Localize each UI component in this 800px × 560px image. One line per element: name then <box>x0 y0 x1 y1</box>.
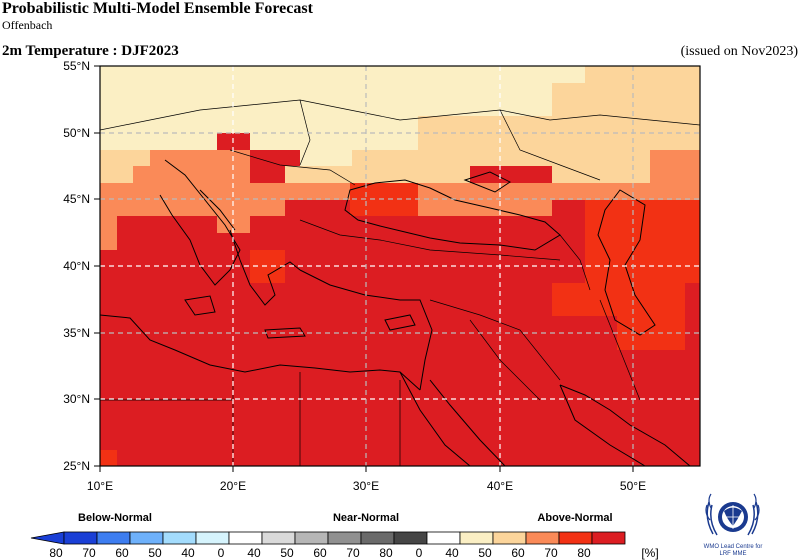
colorbar-swatch <box>459 531 494 545</box>
legend-near-normal: Near-Normal <box>333 512 399 524</box>
tick-marks <box>94 65 634 472</box>
colorbar-swatch <box>360 531 395 545</box>
lat-labels: 25°N 30°N 35°N 40°N 45°N 50°N 55°N <box>63 59 90 473</box>
colorbar-label: 80 <box>379 546 393 560</box>
logo-caption-1: WMO Lead Centre for <box>704 544 763 550</box>
colorbar-label: 40 <box>247 546 261 560</box>
lon-label: 20°E <box>220 479 246 493</box>
colorbar-label: 80 <box>577 546 591 560</box>
colorbar-label: 80 <box>49 546 63 560</box>
colorbar-swatch <box>261 531 296 545</box>
lon-label: 50°E <box>620 479 646 493</box>
colorbar-swatch <box>294 531 329 545</box>
cell-above-60-70 <box>100 150 350 250</box>
colorbar-swatch <box>591 531 626 545</box>
colorbar-swatch <box>393 531 428 545</box>
cell-above-50-60 <box>285 66 700 183</box>
cell-above-70-80-sw <box>100 450 117 466</box>
issued-date: (issued on Nov2023) <box>680 44 798 59</box>
gridlines-light <box>100 66 700 466</box>
cell-above-40-50 <box>100 66 585 166</box>
colorbar-label: 0 <box>416 546 423 560</box>
lat-label: 55°N <box>63 59 90 73</box>
colorbar-swatch <box>426 531 461 545</box>
colorbar-swatch <box>492 531 527 545</box>
colorbar-label: 40 <box>181 546 195 560</box>
colorbar-unit: [%] <box>641 546 658 560</box>
logo-caption-2: LRF MME <box>720 551 747 557</box>
colorbar-label: 70 <box>346 546 360 560</box>
colorbar-swatch <box>162 531 197 545</box>
lat-label: 50°N <box>63 126 90 140</box>
legend-above-normal: Above-Normal <box>537 512 612 524</box>
lat-label: 35°N <box>63 326 90 340</box>
colorbar-label: 0 <box>218 546 225 560</box>
colorbar-arrow <box>30 531 65 545</box>
colorbar-label: 50 <box>148 546 162 560</box>
colorbar-swatch <box>195 531 230 545</box>
colorbar-label: 70 <box>82 546 96 560</box>
lon-label: 40°E <box>487 479 513 493</box>
colorbar-label: 50 <box>478 546 492 560</box>
colorbar-swatch <box>96 531 131 545</box>
variable-label: 2m Temperature : DJF2023 <box>2 43 179 59</box>
cell-above-50-60-west <box>100 150 150 183</box>
colorbar <box>30 531 626 545</box>
colorbar-swatch <box>525 531 560 545</box>
legend-below-normal: Below-Normal <box>78 512 152 524</box>
colorbar-label: 40 <box>445 546 459 560</box>
colorbar-label: 50 <box>280 546 294 560</box>
lat-label: 25°N <box>63 459 90 473</box>
cell-above-70-80-caspian <box>552 200 700 350</box>
colorbar-label: 60 <box>313 546 327 560</box>
colorbar-swatch <box>228 531 263 545</box>
lon-labels: 10°E 20°E 30°E 40°E 50°E <box>87 479 646 493</box>
colorbar-label: 60 <box>115 546 129 560</box>
colorbar-swatch <box>327 531 362 545</box>
colorbar-swatch <box>63 531 98 545</box>
cell-above-60-70-east <box>552 150 700 200</box>
colorbar-label: 60 <box>511 546 525 560</box>
lat-label: 45°N <box>63 192 90 206</box>
colorbar-swatch <box>129 531 164 545</box>
cell-above-70-80-aegean <box>250 250 285 283</box>
map-subtitle: Offenbach <box>2 18 53 32</box>
cell-above-60-70-black-sea <box>418 183 552 216</box>
colorbar-labels: 80 70 60 50 40 0 40 50 60 70 80 0 40 50 60 70 80 <box>49 546 591 560</box>
colorbar-label: 70 <box>544 546 558 560</box>
wmo-logo-icon <box>705 493 760 536</box>
map-title: Probabilistic Multi-Model Ensemble Forec… <box>2 0 313 17</box>
lat-label: 40°N <box>63 259 90 273</box>
lat-label: 30°N <box>63 392 90 406</box>
lon-label: 10°E <box>87 479 113 493</box>
colorbar-swatch <box>558 531 593 545</box>
lon-label: 30°E <box>353 479 379 493</box>
